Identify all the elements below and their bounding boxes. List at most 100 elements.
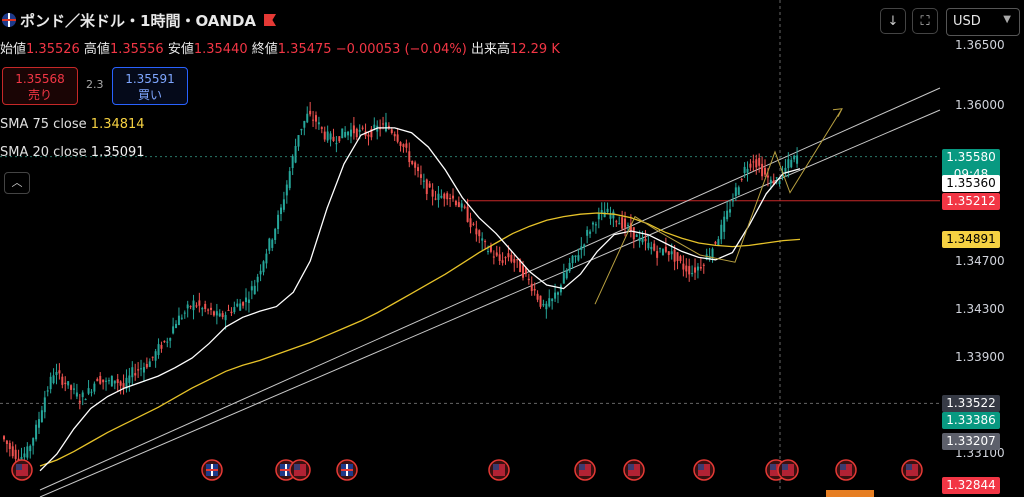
sell-button[interactable]: 1.35568 売り (2, 67, 78, 105)
candle-body (370, 129, 373, 138)
red-flag-icon[interactable] (264, 14, 277, 26)
candle-body (46, 390, 49, 392)
candle-body (466, 206, 469, 222)
zigzag-pattern-drawing[interactable] (594, 108, 843, 305)
candle-body (539, 295, 542, 307)
candle-body (591, 222, 594, 225)
candle-body (635, 234, 638, 237)
candle-body (344, 131, 347, 137)
candle-body (787, 159, 790, 169)
candle-body (99, 375, 102, 384)
candle-body (233, 307, 236, 313)
candle-body (446, 193, 449, 200)
candle-body (793, 155, 796, 160)
candle-body (481, 238, 484, 241)
candle-body (210, 307, 213, 310)
high-value: 1.35556 (109, 42, 164, 57)
candle-body (402, 144, 405, 147)
candle-body (49, 376, 52, 390)
sma20-value: 1.35091 (90, 145, 145, 160)
candle-body (568, 262, 571, 272)
candle-body (422, 180, 425, 182)
candle-body (749, 163, 752, 168)
candle-body (615, 221, 618, 223)
candle-body (192, 300, 195, 311)
candle-body (498, 254, 501, 261)
candle-body (653, 243, 656, 251)
candle-body (61, 376, 64, 385)
download-button[interactable]: ↓ (880, 8, 906, 34)
candle-body (632, 227, 635, 240)
candle-body (52, 375, 55, 384)
candle-body (265, 253, 268, 264)
price-tag: 1.35360 (942, 175, 1000, 193)
candle-body (796, 155, 799, 164)
fullscreen-button[interactable]: ⛶ (912, 8, 938, 34)
candle-body (140, 368, 143, 370)
candle-body (565, 270, 568, 279)
candle-body (431, 189, 434, 197)
candle-body (204, 303, 207, 309)
price-tag: 1.33386 (942, 411, 1000, 429)
candle-body (522, 265, 525, 278)
currency-select[interactable]: USD ▼ (946, 8, 1020, 36)
candle-body (250, 286, 253, 291)
candle-body (256, 276, 259, 283)
candle-body (495, 252, 498, 256)
candle-body (419, 174, 422, 178)
moving-averages (39, 127, 801, 472)
candle-body (309, 110, 312, 115)
buy-button[interactable]: 1.35591 買い (112, 67, 188, 105)
uk-flag-cross-h (341, 469, 353, 471)
candle-body (78, 400, 81, 403)
candle-body (81, 392, 84, 398)
candle-body (723, 216, 726, 232)
candle-body (29, 445, 32, 452)
candle-body (574, 255, 577, 258)
candle-body (288, 171, 291, 189)
candle-body (177, 315, 180, 325)
candle-body (472, 223, 475, 225)
candle-body (3, 436, 5, 440)
trendline-channel[interactable] (39, 87, 941, 497)
symbol-title: ポンド／米ドル・1時間・OANDA (20, 11, 257, 30)
candle-body (586, 229, 589, 236)
price-axis-label: 1.33900 (955, 350, 1005, 365)
candle-body (151, 356, 154, 358)
collapse-legend-button[interactable]: ︿ (4, 172, 30, 194)
symbol-header[interactable]: ポンド／米ドル・1時間・OANDA (0, 8, 277, 32)
candle-body (405, 143, 408, 148)
sma75-legend[interactable]: SMA 75 close 1.34814 (0, 117, 145, 132)
change-value: −0.00053 (−0.04%) (335, 42, 467, 57)
candle-body (90, 391, 93, 393)
candle-body (548, 298, 551, 307)
candle-body (714, 241, 717, 244)
candle-body (105, 380, 108, 382)
candle-body (317, 122, 320, 125)
candle-body (262, 261, 265, 273)
us-flag-canton (16, 464, 22, 470)
candle-body (142, 367, 145, 373)
candle-body (355, 128, 358, 138)
candle-body (673, 249, 676, 262)
us-flag-canton (840, 464, 846, 470)
sma20-label: SMA 20 close (0, 145, 87, 160)
us-flag-canton (294, 464, 300, 470)
price-axis-label: 1.36000 (955, 98, 1005, 113)
candle-body (769, 179, 772, 184)
candle-body (329, 133, 332, 140)
candle-body (134, 373, 137, 376)
candle-body (536, 293, 539, 300)
candle-body (755, 159, 758, 168)
candle-body (198, 300, 201, 306)
candle-body (382, 123, 385, 125)
sma20-legend[interactable]: SMA 20 close 1.35091 (0, 145, 145, 160)
us-flag-canton (628, 464, 634, 470)
candle-body (396, 134, 399, 142)
candle-body (443, 193, 446, 199)
candle-body (664, 246, 667, 252)
candle-body (207, 309, 210, 311)
candle-body (58, 370, 61, 374)
economic-event-markers[interactable] (11, 459, 923, 481)
